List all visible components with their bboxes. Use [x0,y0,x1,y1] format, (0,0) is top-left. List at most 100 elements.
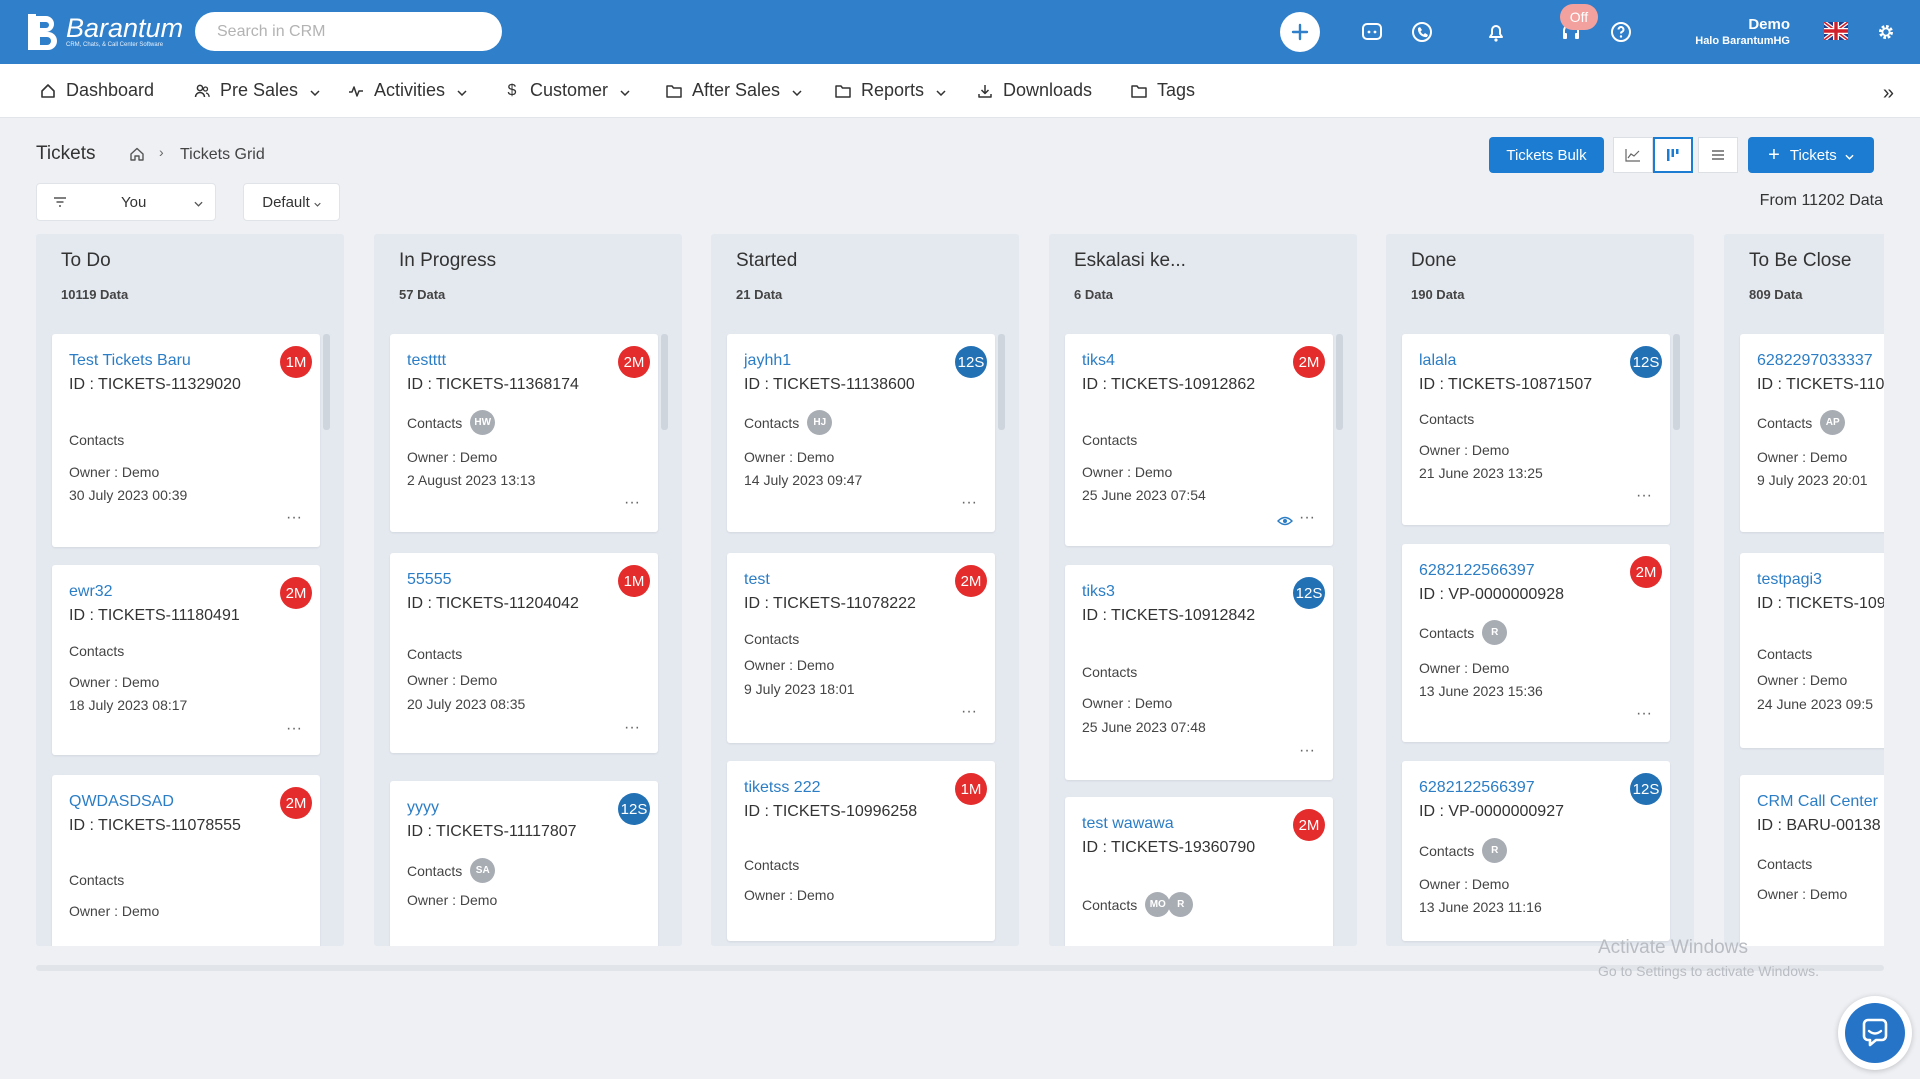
ticket-title[interactable]: lalala [1419,352,1457,369]
user-menu[interactable]: Demo Halo BarantumHG [1695,16,1790,47]
ticket-card[interactable]: ewr32 ID : TICKETS-11180491 2M Contacts Owne… [52,565,320,755]
more-options-icon[interactable]: ··· [961,494,977,511]
ticket-title[interactable]: jayhh1 [744,352,792,369]
column-scrollbar[interactable] [323,334,330,430]
ticket-date: 2 August 2023 13:13 [407,472,536,488]
ticket-card[interactable]: test wawawa ID : TICKETS-19360790 2M Contac… [1065,797,1333,946]
ticket-id: ID : TICKETS-10904703 [1757,595,1884,612]
more-options-icon[interactable]: ··· [961,703,977,720]
plus-icon [1291,23,1309,41]
ticket-card[interactable]: 55555 ID : TICKETS-11204042 1M Contacts Owne… [390,553,658,753]
folder-icon [666,83,682,99]
contact-avatar[interactable]: HJ [807,410,833,435]
column-scrollbar[interactable] [1673,334,1680,430]
nav-tags[interactable]: Tags [1131,80,1195,101]
ticket-title[interactable]: testpagi3 [1757,571,1822,588]
ticket-card[interactable]: lalala ID : TICKETS-10871507 12S Contacts Ow… [1402,334,1670,525]
settings-gear-icon[interactable] [1875,18,1897,46]
ticket-title[interactable]: ewr32 [69,583,113,600]
search-input[interactable] [195,12,502,51]
sort-filter[interactable]: Default [243,183,340,221]
logo[interactable]: Barantum CRM, Chats, & Call Center Softw… [26,12,183,52]
ticket-card[interactable]: yyyy ID : TICKETS-11117807 12S Contacts SA Ow… [390,781,658,946]
owner-filter[interactable]: You [36,183,216,221]
ticket-card[interactable]: CRM Call Center ID : BARU-00138 Contacts Ow… [1740,775,1884,946]
nav-more-button[interactable]: » [1882,82,1894,104]
breadcrumb-home-icon[interactable] [129,146,145,162]
contact-avatar[interactable]: MO [1145,892,1171,917]
ticket-owner: Owner : Demo [1757,672,1848,688]
ticket-card[interactable]: 6282122566397 ID : VP-0000000928 2M Contact… [1402,544,1670,742]
ticket-title[interactable]: QWDASDSAD [69,793,174,810]
more-options-icon[interactable]: ··· [1299,509,1315,526]
ticket-title[interactable]: 6282122566397 [1419,562,1535,579]
ticket-card[interactable]: 6282122566397 ID : VP-0000000927 12S Contac… [1402,761,1670,941]
ticket-title[interactable]: tiketss 222 [744,779,821,796]
ticket-owner: Owner : Demo [407,672,498,688]
more-options-icon[interactable]: ··· [624,719,640,736]
sla-badge: 2M [1293,346,1325,378]
more-options-icon[interactable]: ··· [286,720,302,737]
ticket-card[interactable]: jayhh1 ID : TICKETS-11138600 12S Contacts HJ… [727,334,995,532]
ticket-card[interactable]: Test Tickets Baru ID : TICKETS-11329020 1M… [52,334,320,547]
contact-avatar[interactable]: HW [470,410,496,435]
ticket-title[interactable]: test wawawa [1082,815,1174,832]
nav-after-sales[interactable]: After Sales [666,80,802,101]
ticket-title[interactable]: test [744,571,770,588]
more-options-icon[interactable]: ··· [624,494,640,511]
add-tickets-button[interactable]: + Tickets [1748,137,1874,173]
contact-avatar[interactable]: R [1482,838,1508,863]
more-options-icon[interactable]: ··· [1636,487,1652,504]
bell-icon[interactable] [1482,18,1510,46]
contact-avatar[interactable]: AP [1820,410,1846,435]
column-title: Started [736,250,798,271]
nav-reports[interactable]: Reports [835,80,946,101]
contact-avatar[interactable]: SA [470,858,496,883]
chart-view-button[interactable] [1613,137,1653,173]
add-button[interactable] [1280,12,1320,52]
nav-dashboard[interactable]: Dashboard [40,80,154,101]
column-scrollbar[interactable] [1336,334,1343,430]
horizontal-scrollbar[interactable] [36,965,1884,971]
ticket-title[interactable]: Test Tickets Baru [69,352,191,369]
tickets-bulk-button[interactable]: Tickets Bulk [1489,137,1604,173]
contact-avatar[interactable]: R [1482,620,1508,645]
help-icon[interactable] [1607,18,1635,46]
contacts-label: Contacts [69,643,125,659]
column-scrollbar[interactable] [998,334,1005,430]
nav-pre-sales[interactable]: Pre Sales [194,80,320,101]
ticket-title[interactable]: testttt [407,352,447,369]
ticket-card[interactable]: testpagi3 ID : TICKETS-10904703 Contacts Ow… [1740,553,1884,748]
ticket-title[interactable]: yyyy [407,799,439,816]
more-options-icon[interactable]: ··· [286,509,302,526]
eye-icon[interactable] [1277,513,1293,531]
ticket-title[interactable]: 6282122566397 [1419,779,1535,796]
ticket-card[interactable]: tiketss 222 ID : TICKETS-10996258 1M Contac… [727,761,995,941]
nav-downloads[interactable]: Downloads [977,80,1092,101]
chat-icon[interactable] [1358,18,1386,46]
ticket-card[interactable]: testttt ID : TICKETS-11368174 2M Contacts HW… [390,334,658,532]
ticket-card[interactable]: tiks4 ID : TICKETS-10912862 2M Contacts Owne… [1065,334,1333,546]
ticket-card[interactable]: QWDASDSAD ID : TICKETS-11078555 2M Contacts… [52,775,320,946]
language-flag-icon[interactable] [1822,20,1850,42]
ticket-card[interactable]: test ID : TICKETS-11078222 2M Contacts Owner… [727,553,995,743]
ticket-contacts: Contacts [1082,664,1137,680]
grid-view-button[interactable] [1653,137,1693,173]
ticket-card[interactable]: tiks3 ID : TICKETS-10912842 12S Contacts Own… [1065,565,1333,780]
ticket-title[interactable]: 55555 [407,571,452,588]
ticket-card[interactable]: 6282297033337 ID : TICKETS-11079 Contacts A… [1740,334,1884,532]
list-view-button[interactable] [1698,137,1738,173]
phone-icon[interactable] [1408,18,1436,46]
contact-avatar[interactable]: R [1168,892,1194,917]
more-options-icon[interactable]: ··· [1636,705,1652,722]
ticket-title[interactable]: 6282297033337 [1757,352,1873,369]
ticket-title[interactable]: CRM Call Center [1757,793,1878,810]
more-options-icon[interactable]: ··· [1299,742,1315,759]
nav-activities[interactable]: Activities [348,80,467,101]
nav-customer[interactable]: $ Customer [504,80,630,101]
ticket-title[interactable]: tiks3 [1082,583,1115,600]
status-badge[interactable]: Off [1560,4,1598,30]
ticket-title[interactable]: tiks4 [1082,352,1115,369]
column-scrollbar[interactable] [661,334,668,430]
live-chat-button[interactable] [1838,996,1912,1070]
